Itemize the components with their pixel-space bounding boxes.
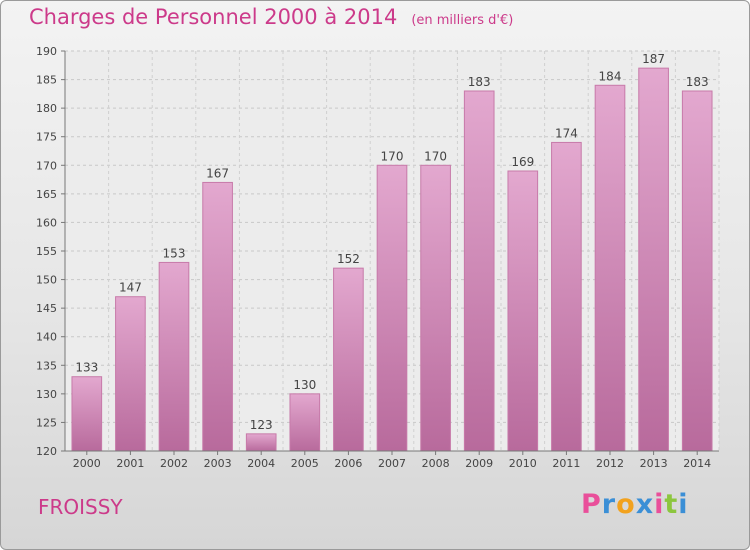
x-tick-label: 2006 [334, 457, 362, 470]
x-tick-label: 2003 [204, 457, 232, 470]
x-tick-label: 2004 [247, 457, 275, 470]
y-tick-label: 145 [36, 302, 57, 315]
bar-2005 [289, 393, 321, 452]
bar-2009 [463, 90, 495, 452]
x-tick-label: 2008 [422, 457, 450, 470]
y-tick-label: 120 [36, 445, 57, 458]
axes: 120 125 130 135 140 145 150 155 160 165 170 175 180 1… [36, 45, 719, 470]
commune-name: FROISSY [38, 495, 123, 519]
x-tick-label: 2010 [509, 457, 537, 470]
y-tick-label: 135 [36, 359, 57, 372]
proxiti-logo: Proxiti [581, 489, 689, 520]
data-label: 170 [424, 149, 447, 163]
logo-letter: i [654, 489, 665, 520]
x-tick-label: 2009 [465, 457, 493, 470]
data-label: 174 [555, 126, 578, 140]
x-tick-label: 2013 [640, 457, 668, 470]
data-label: 133 [75, 361, 98, 375]
bar-2004 [245, 433, 277, 452]
x-tick-label: 2000 [73, 457, 101, 470]
bars: 133 147 153 167 123 130 152 170 170 183 169 174 184 1… [71, 52, 713, 452]
bar-2001 [115, 296, 146, 452]
x-tick-label: 2012 [596, 457, 624, 470]
x-tick-label: 2001 [116, 457, 144, 470]
data-label: 147 [119, 281, 142, 295]
bar-2003 [202, 181, 233, 452]
logo-letter: i [678, 489, 689, 520]
y-tick-label: 140 [36, 331, 57, 344]
y-tick-label: 175 [36, 131, 57, 144]
data-label: 167 [206, 166, 229, 180]
logo-letter: P [581, 489, 602, 520]
x-tick-label: 2005 [291, 457, 319, 470]
logo-letter: o [616, 489, 636, 520]
y-tick-label: 130 [36, 388, 57, 401]
bar-2012 [594, 84, 626, 452]
y-tick-label: 150 [36, 274, 57, 287]
data-label: 184 [599, 69, 622, 83]
y-tick-label: 125 [36, 416, 57, 429]
y-tick-label: 155 [36, 245, 57, 258]
bar-2007 [376, 164, 408, 452]
y-tick-label: 170 [36, 159, 57, 172]
bar-2008 [420, 164, 451, 452]
bar-2013 [638, 67, 669, 452]
data-label: 123 [250, 418, 273, 432]
x-tick-label: 2002 [160, 457, 188, 470]
y-tick-label: 180 [36, 102, 57, 115]
data-label: 152 [337, 252, 360, 266]
chart-subtitle: (en milliers d'€) [411, 13, 514, 28]
y-tick-label: 165 [36, 188, 57, 201]
x-tick-label: 2014 [683, 457, 711, 470]
bar-2014 [681, 90, 713, 452]
chart-title: Charges de Personnel 2000 à 2014 (en mill… [29, 5, 513, 29]
logo-letter: x [635, 489, 655, 520]
data-label: 130 [293, 378, 316, 392]
data-label: 169 [511, 155, 534, 169]
x-tick-label: 2011 [552, 457, 580, 470]
logo-letter: r [601, 489, 617, 520]
data-label: 183 [686, 75, 709, 89]
data-label: 183 [468, 75, 491, 89]
bar-2000 [71, 376, 103, 452]
bar-2002 [158, 261, 190, 452]
bar-2006 [333, 267, 364, 452]
data-label: 187 [642, 52, 665, 66]
data-label: 153 [163, 246, 186, 260]
y-tick-label: 190 [36, 45, 57, 58]
chart-title-text: Charges de Personnel 2000 à 2014 [29, 5, 398, 29]
y-tick-label: 185 [36, 74, 57, 87]
data-label: 170 [381, 149, 404, 163]
y-tick-label: 160 [36, 216, 57, 229]
bar-2010 [507, 170, 539, 452]
x-tick-label: 2007 [378, 457, 406, 470]
bar-2011 [551, 141, 582, 452]
logo-letter: t [664, 489, 679, 520]
